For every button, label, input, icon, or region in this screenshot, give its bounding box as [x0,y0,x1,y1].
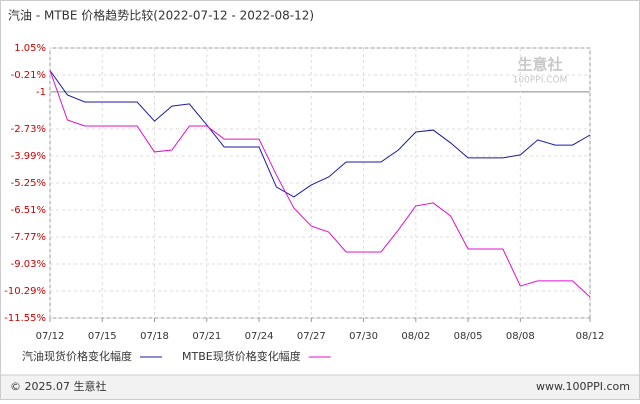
x-tick-label: 07/15 [88,331,117,342]
series-line [49,70,591,298]
y-tick-label: -2.73% [11,124,46,135]
watermark-name: 生意社 [517,56,562,74]
y-tick-label: -6.51% [11,205,46,216]
x-tick-label: 08/02 [401,331,430,342]
y-tick-label: -3.99% [11,151,46,162]
x-tick-label: 08/05 [454,331,483,342]
y-tick-label: -7.77% [11,232,46,243]
y-tick-label: -0.21% [11,70,46,81]
x-tick-label: 07/18 [140,331,169,342]
chart-title: 汽油 - MTBE 价格趋势比较(2022-07-12 - 2022-08-12… [8,8,314,23]
x-tick-label: 07/27 [297,331,326,342]
footer-bar [1,375,639,399]
y-tick-label: -9.03% [11,259,46,270]
x-tick-label: 07/21 [192,331,221,342]
x-tick-label: 08/12 [576,331,605,342]
x-tick-label: 07/24 [245,331,274,342]
y-tick-label: -11.55% [4,313,46,324]
y-tick-label: 1.05% [14,43,46,54]
legend-label: 汽油现货价格变化幅度 [22,349,132,363]
y-tick-label: -10.29% [4,286,46,297]
x-tick-label: 08/08 [506,331,535,342]
watermark-site: 100PPI.COM [513,76,568,86]
x-tick-label: 07/30 [349,331,378,342]
series-line [49,70,591,198]
legend-label: MTBE现货价格变化幅度 [182,349,301,363]
footer-left: © 2025.07 生意社 [10,379,106,393]
footer-right: www.100PPI.com [536,380,630,393]
y-tick-label: -1 [36,87,46,98]
x-tick-label: 07/12 [36,331,65,342]
y-tick-label: -5.25% [11,178,46,189]
